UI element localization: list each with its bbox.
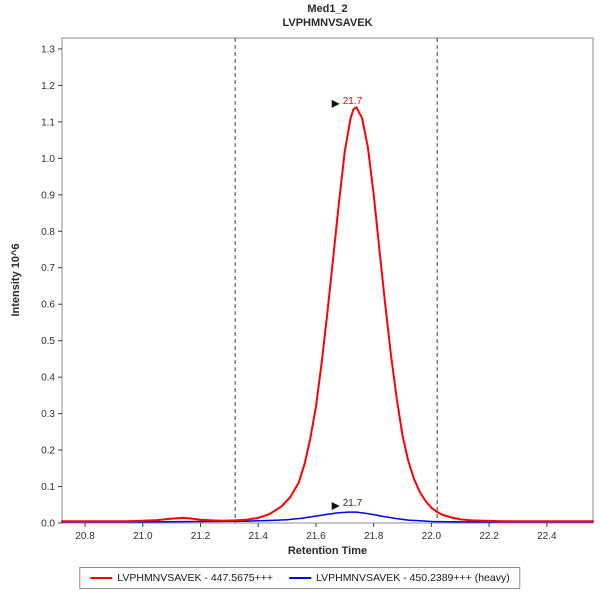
y-tick-label: 0.4	[41, 373, 55, 384]
y-tick-label: 1.1	[41, 117, 55, 128]
y-tick-label: 0.8	[41, 227, 55, 238]
series-line	[61, 106, 594, 523]
y-tick-label: 0.9	[41, 190, 55, 201]
x-tick-label: 21.8	[364, 531, 384, 542]
chromatogram-plot[interactable]: 0.0 0.1 0.2 0.3 0.4 0.5 0.6 0.7 0.8 0.9 1.0 1.1 1.2 1…	[0, 0, 600, 560]
x-tick-label: 21.4	[249, 531, 269, 542]
x-tick-label: 20.8	[75, 531, 95, 542]
y-tick-label: 0.6	[41, 300, 55, 311]
legend-line-sample	[289, 577, 312, 579]
peak-rt-annotation: 21.7	[343, 498, 363, 509]
legend-line-sample	[90, 577, 113, 579]
legend: LVPHMNVSAVEK - 447.5675+++ LVPHMNVSAVEK -…	[79, 567, 521, 589]
y-tick-label: 0.3	[41, 409, 55, 420]
peak-pointer-icon	[331, 99, 340, 108]
plot-area[interactable]	[61, 37, 594, 524]
peak-rt-annotation: 21.7	[343, 96, 363, 107]
y-tick-label: 0.7	[41, 263, 55, 274]
chart-subtitle: LVPHMNVSAVEK	[282, 17, 373, 29]
x-tick-label: 22.4	[537, 531, 557, 542]
x-tick-label: 22.0	[422, 531, 442, 542]
x-tick-label: 22.2	[479, 531, 499, 542]
y-tick-label: 0.1	[41, 482, 55, 493]
x-tick-label: 21.6	[306, 531, 326, 542]
x-axis-label: Retention Time	[287, 545, 368, 557]
legend-entry: LVPHMNVSAVEK - 450.2389+++ (heavy)	[289, 572, 510, 584]
legend-label: LVPHMNVSAVEK - 447.5675+++	[117, 572, 274, 584]
peak-pointer-icon	[331, 502, 340, 511]
y-tick-label: 0.0	[41, 519, 55, 530]
legend-entry: LVPHMNVSAVEK - 447.5675+++	[90, 572, 273, 584]
y-tick-label: 0.5	[41, 336, 55, 347]
y-tick-label: 1.0	[41, 154, 55, 165]
x-tick-label: 21.0	[133, 531, 153, 542]
chart-title: Med1_2	[307, 3, 348, 15]
series-line	[61, 511, 594, 523]
legend-label: LVPHMNVSAVEK - 450.2389+++ (heavy)	[316, 572, 510, 584]
y-tick-label: 1.2	[41, 81, 55, 92]
y-tick-label: 1.3	[41, 44, 55, 55]
y-tick-label: 0.2	[41, 446, 55, 457]
x-tick-label: 21.2	[191, 531, 211, 542]
